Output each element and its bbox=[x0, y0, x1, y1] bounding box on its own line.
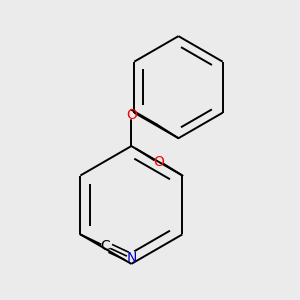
Text: O: O bbox=[126, 108, 137, 122]
Text: C: C bbox=[100, 239, 110, 253]
Text: O: O bbox=[153, 155, 164, 169]
Text: N: N bbox=[127, 251, 137, 266]
